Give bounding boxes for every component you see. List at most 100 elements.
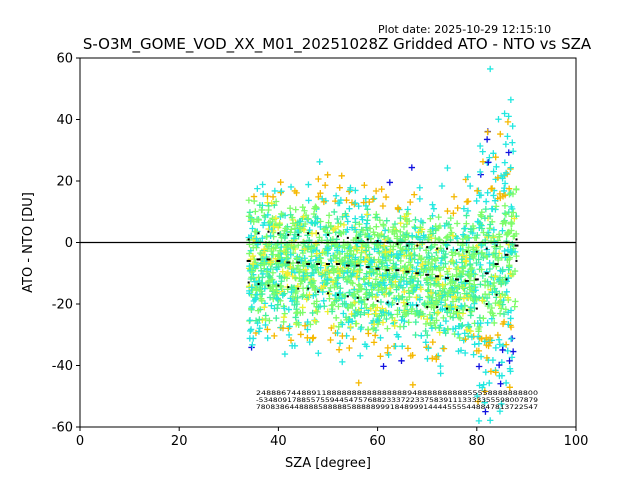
lower-percentile-point xyxy=(396,303,399,305)
scatter-point xyxy=(339,332,346,340)
scatter-point xyxy=(467,327,474,335)
scatter-point xyxy=(317,255,324,262)
scatter-point xyxy=(430,280,438,287)
scatter-point xyxy=(413,294,420,301)
scatter-point xyxy=(347,323,354,331)
scatter-point xyxy=(279,324,287,332)
lower-percentile-point xyxy=(277,284,280,287)
upper-percentile-point xyxy=(297,233,300,236)
x-tick-label: 20 xyxy=(171,434,188,449)
upper-percentile-point xyxy=(446,247,449,250)
scatter-point xyxy=(306,291,313,298)
median-series-layer xyxy=(246,244,519,282)
scatter-point xyxy=(367,258,374,265)
upper-percentile-point xyxy=(336,235,339,238)
scatter-point xyxy=(312,213,319,221)
scatter-point xyxy=(356,266,363,273)
scatter-point xyxy=(265,206,272,214)
scatter-point xyxy=(441,253,449,261)
scatter-point xyxy=(415,229,422,236)
scatter-point xyxy=(412,225,419,232)
scatter-point xyxy=(355,379,362,387)
scatter-point xyxy=(259,181,266,188)
scatter-point xyxy=(370,321,378,328)
upper-percentile-point xyxy=(307,232,310,235)
scatter-point xyxy=(476,142,484,150)
scatter-point xyxy=(404,206,411,213)
lower-percentile-point xyxy=(366,298,369,301)
scatter-point xyxy=(475,340,483,347)
x-tick-label: 40 xyxy=(270,434,287,449)
scatter-point xyxy=(464,173,471,181)
scatter-point xyxy=(303,216,311,223)
lower-percentile-point xyxy=(406,303,409,305)
scatter-point xyxy=(473,347,481,355)
scatter-point xyxy=(339,358,346,366)
lower-percentile-layer xyxy=(247,259,518,312)
scatter-point xyxy=(499,266,506,273)
scatter-point xyxy=(429,201,436,208)
median-point xyxy=(425,273,430,276)
scatter-point xyxy=(357,231,364,238)
scatter-point xyxy=(459,231,467,238)
scatter-point xyxy=(486,265,494,273)
scatter-point xyxy=(500,310,508,318)
scatter-point xyxy=(461,225,469,232)
scatter-point xyxy=(373,214,381,221)
scatter-point xyxy=(483,341,490,349)
scatter-point xyxy=(501,202,509,209)
scatter-point xyxy=(281,227,288,235)
scatter-point xyxy=(459,306,467,314)
scatter-point xyxy=(381,227,389,234)
scatter-point xyxy=(370,195,378,202)
scatter-point xyxy=(400,299,407,306)
scatter-point xyxy=(393,331,401,338)
scatter-point xyxy=(485,251,493,258)
scatter-point xyxy=(479,272,487,280)
scatter-point xyxy=(258,206,265,214)
scatter-point xyxy=(248,284,255,291)
scatter-point xyxy=(502,279,509,287)
scatter-point xyxy=(389,281,396,289)
scatter-point xyxy=(429,355,436,362)
scatter-point xyxy=(293,319,300,326)
scatter-point xyxy=(474,392,481,400)
scatter-point xyxy=(267,232,274,240)
scatter-point xyxy=(261,246,268,253)
scatter-point xyxy=(490,150,497,157)
scatter-point xyxy=(487,368,495,375)
stat-row: 7808386448888588888588888999184899914444… xyxy=(256,404,538,411)
scatter-point xyxy=(408,232,416,239)
scatter-point xyxy=(490,279,498,287)
lower-percentile-point xyxy=(386,301,389,304)
upper-percentile-point xyxy=(247,238,250,241)
lower-percentile-point xyxy=(465,309,468,312)
scatter-point xyxy=(429,230,437,237)
scatter-point xyxy=(407,352,415,360)
scatter-point xyxy=(294,309,301,317)
scatter-point xyxy=(460,205,468,212)
scatter-point xyxy=(334,223,342,230)
scatter-point xyxy=(293,189,300,197)
scatter-point xyxy=(307,272,315,279)
scatter-point xyxy=(459,264,467,271)
scatter-point xyxy=(463,290,471,297)
scatter-point xyxy=(393,286,400,293)
scatter-point xyxy=(372,293,380,301)
scatter-point xyxy=(334,329,341,337)
scatter-point xyxy=(256,325,263,332)
scatter-point xyxy=(499,346,506,354)
scatter-point xyxy=(255,328,263,335)
scatter-point xyxy=(294,219,302,226)
scatter-point xyxy=(479,148,486,155)
scatter-point xyxy=(509,190,517,198)
scatter-point xyxy=(460,295,468,302)
scatter-point xyxy=(245,197,253,204)
scatter-point xyxy=(317,223,324,231)
stat-row: -534809178855755944547576882333722337583… xyxy=(256,397,538,404)
scatter-point xyxy=(312,318,320,326)
scatter-point xyxy=(505,113,512,120)
scatter-point xyxy=(464,207,472,215)
median-point xyxy=(246,259,251,262)
scatter-point xyxy=(266,218,274,226)
